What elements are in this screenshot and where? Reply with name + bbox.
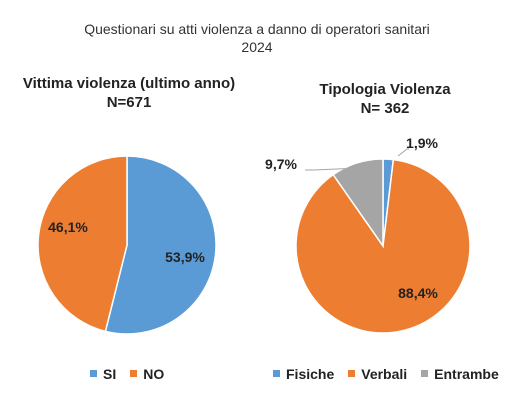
chart2-subtitle: N= 362	[360, 100, 410, 117]
chart2-legend-label-fisiche: Fisiche	[286, 366, 335, 382]
chart1-legend-swatch-no	[130, 369, 138, 377]
chart2-legend-item-verbali: Verbali	[348, 366, 407, 382]
chart2-slice-entrambe	[332, 158, 384, 249]
chart1-title: Vittima violenza (ultimo anno)	[22, 75, 236, 92]
chart1-legend-item-no: NO	[130, 366, 164, 382]
chart1-subtitle: N=671	[106, 94, 152, 111]
chart1-legend: SI NO	[90, 366, 164, 382]
chart1-legend-item-si: SI	[90, 366, 116, 382]
chart1-slice-si	[104, 155, 217, 335]
chart1-slice-no	[37, 155, 128, 333]
chart2-label-fisiche: 1,9%	[406, 135, 438, 151]
chart2-legend-item-fisiche: Fisiche	[273, 366, 334, 382]
chart2-legend-label-verbali: Verbali	[361, 366, 408, 382]
chart2-legend: Fisiche Verbali Entrambe	[273, 366, 499, 382]
chart2-label-entrambe: 9,7%	[265, 156, 297, 172]
chart2-legend-swatch-fisiche	[273, 369, 280, 377]
chart1-legend-swatch-si	[90, 369, 97, 377]
chart1-legend-label-no: NO	[143, 366, 165, 382]
chart2-leader-fisiche	[397, 148, 409, 157]
chart1-legend-label-si: SI	[103, 366, 117, 382]
figure-title-line1: Questionari su atti violenza a danno di …	[84, 21, 430, 37]
chart2-leader-entrambe	[305, 167, 361, 171]
chart1-label-no: 46,1%	[48, 219, 88, 235]
chart2-title: Tipologia Violenza	[319, 81, 451, 98]
chart2-legend-label-entrambe: Entrambe	[434, 366, 499, 382]
chart2-label-verbali: 88,4%	[398, 285, 438, 301]
chart2-legend-swatch-entrambe	[421, 369, 429, 377]
chart1-label-si: 53,9%	[165, 249, 205, 265]
figure-title-line2: 2024	[241, 39, 273, 55]
chart2-legend-swatch-verbali	[348, 369, 356, 377]
chart2-legend-item-entrambe: Entrambe	[421, 366, 499, 382]
